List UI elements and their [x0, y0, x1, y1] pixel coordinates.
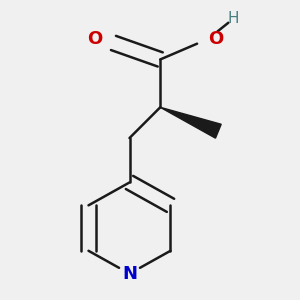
- Polygon shape: [160, 107, 221, 138]
- Text: N: N: [122, 265, 137, 283]
- Text: H: H: [228, 11, 239, 26]
- Text: O: O: [208, 30, 223, 48]
- Text: O: O: [87, 30, 102, 48]
